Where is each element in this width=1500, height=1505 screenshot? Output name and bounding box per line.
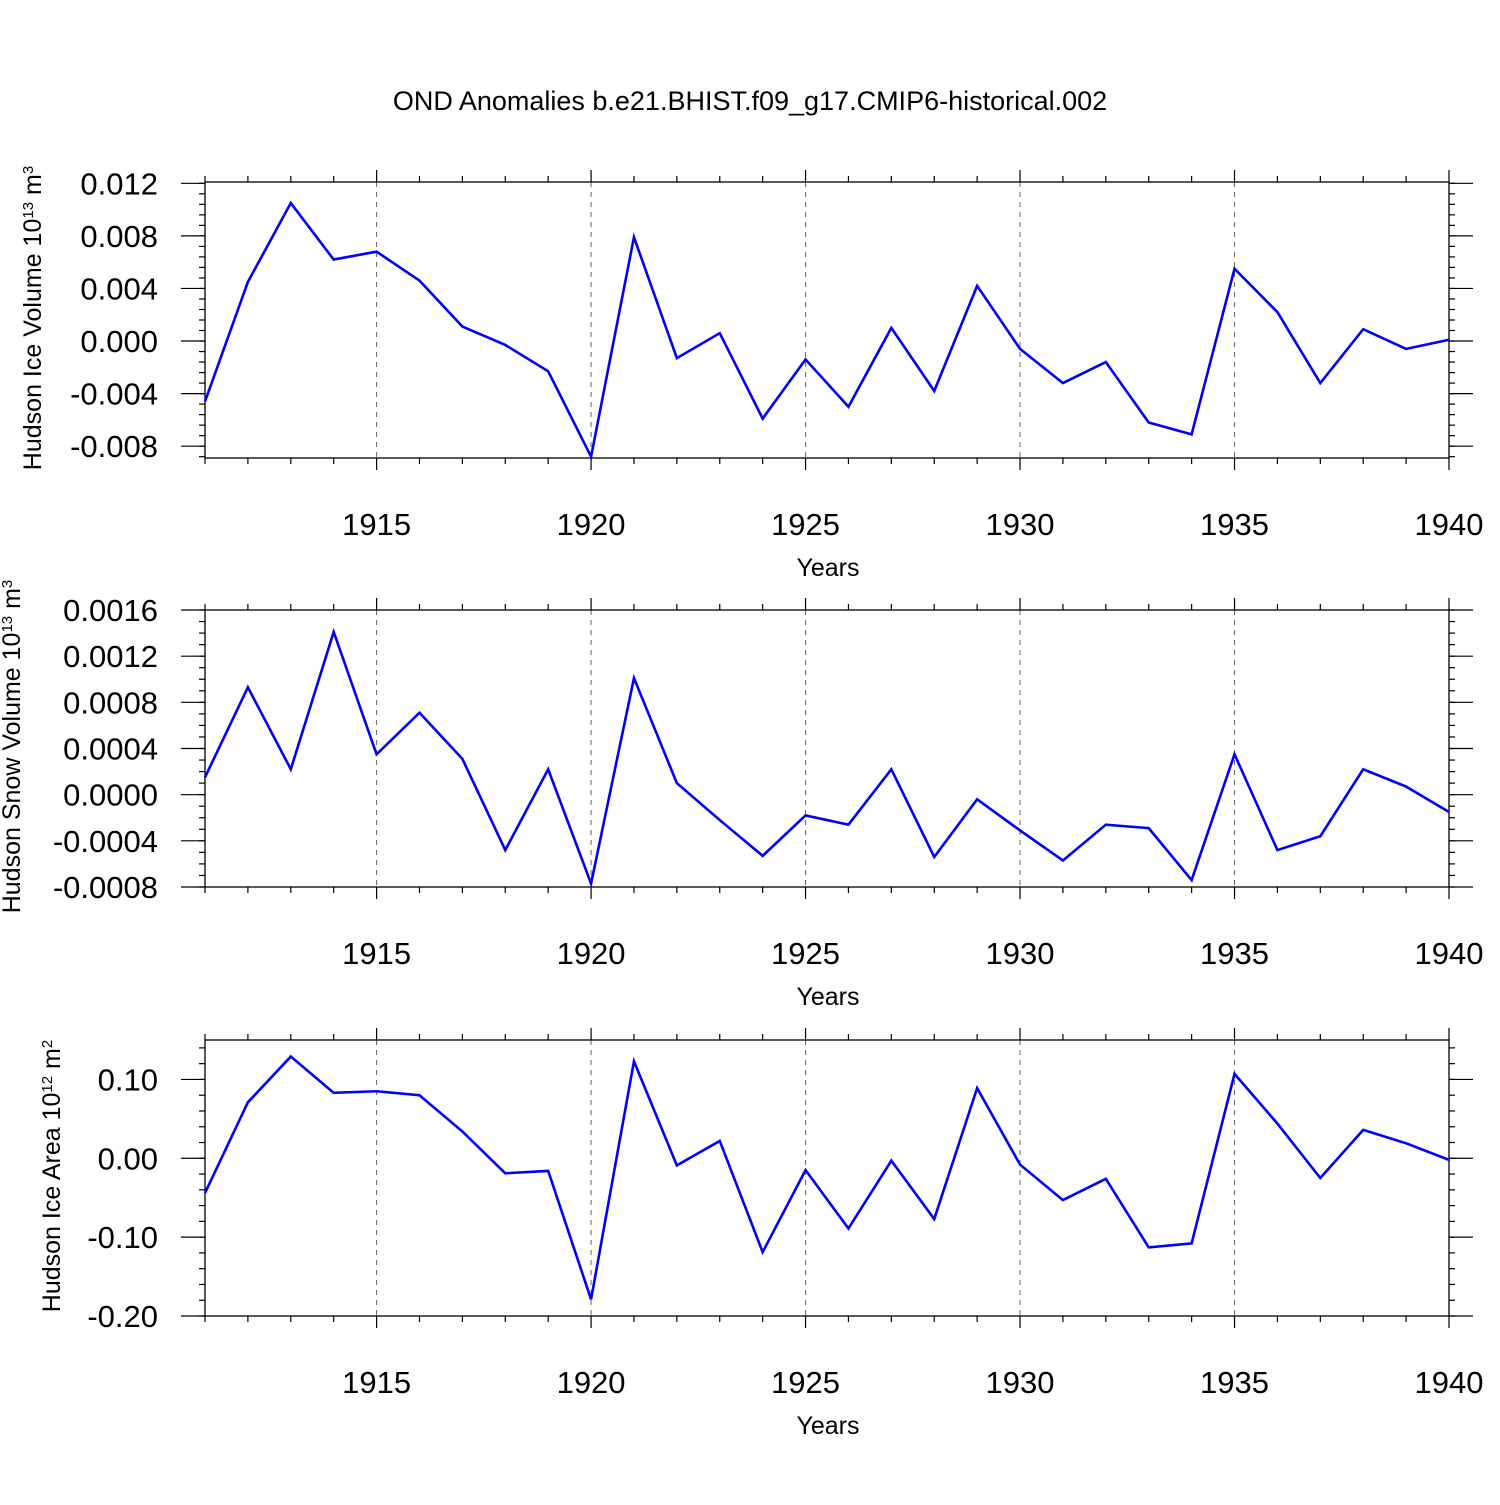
y-tick-label: 0.0012 (63, 639, 158, 674)
y-axis-title-main: Hudson Ice Area 10 (38, 1093, 66, 1313)
y-axis-title-unit: m (38, 1048, 66, 1076)
y-tick-label: 0.00 (98, 1141, 158, 1176)
plot-frame (205, 610, 1449, 887)
y-axis-title: Hudson Snow Volume 1013 m3 (0, 580, 26, 914)
y-axis-title-main: Hudson Snow Volume 10 (0, 633, 26, 914)
x-tick-label: 1915 (342, 936, 411, 971)
x-tick-label: 1920 (557, 936, 626, 971)
x-axis-title: Years (796, 554, 859, 582)
y-axis-title: Hudson Ice Area 1012 m2 (38, 1040, 66, 1312)
y-tick-label: 0.0008 (63, 685, 158, 720)
series-line (205, 203, 1449, 457)
y-tick-label: -0.008 (70, 429, 158, 464)
x-tick-label: 1940 (1415, 936, 1484, 971)
x-tick-label: 1925 (771, 936, 840, 971)
x-tick-label: 1920 (557, 507, 626, 542)
y-axis-title-sup: 12 (39, 1076, 56, 1093)
x-tick-label: 1935 (1200, 936, 1269, 971)
series-line (205, 1057, 1449, 1300)
x-tick-label: 1940 (1415, 507, 1484, 542)
plot-frame (205, 1040, 1449, 1316)
series-line (205, 632, 1449, 884)
x-tick-label: 1930 (986, 936, 1055, 971)
y-tick-label: 0.0016 (63, 593, 158, 628)
y-tick-label: 0.0004 (63, 732, 158, 767)
y-tick-label: 0.008 (80, 219, 158, 254)
x-tick-label: 1930 (986, 1365, 1055, 1400)
panel-3: -0.20 -0.10 0.00 0.10 1915 1920 1925 1930 1935 19… (38, 1028, 1483, 1440)
y-axis-title-unit-sup: 3 (20, 166, 37, 174)
y-axis-title-unit: m (0, 588, 26, 616)
y-axis-title-unit-sup: 3 (0, 580, 16, 588)
y-tick-label: -0.0008 (53, 870, 158, 905)
y-tick-label: -0.20 (87, 1299, 158, 1334)
x-tick-label: 1915 (342, 507, 411, 542)
x-tick-label: 1935 (1200, 1365, 1269, 1400)
y-axis-title: Hudson Ice Volume 1013 m3 (19, 166, 47, 470)
y-tick-label: 0.10 (98, 1062, 158, 1097)
x-axis-title: Years (796, 983, 859, 1011)
panel-2: -0.0008 -0.0004 0.0000 0.0004 0.0008 0.0012 0.… (0, 580, 1483, 1011)
x-tick-label: 1925 (771, 507, 840, 542)
y-axis-title-unit-sup: 2 (39, 1040, 56, 1048)
plot-frame (205, 182, 1449, 458)
x-tick-label: 1920 (557, 1365, 626, 1400)
x-tick-label: 1915 (342, 1365, 411, 1400)
y-axis-title-sup: 13 (0, 616, 16, 633)
y-tick-label: 0.0000 (63, 778, 158, 813)
x-tick-label: 1930 (986, 507, 1055, 542)
x-tick-label: 1940 (1415, 1365, 1484, 1400)
y-axis-title-sup: 13 (20, 202, 37, 219)
y-tick-label: -0.004 (70, 377, 158, 412)
y-axis-title-main: Hudson Ice Volume 10 (19, 219, 47, 471)
chart-title: OND Anomalies b.e21.BHIST.f09_g17.CMIP6-… (393, 86, 1107, 116)
x-axis-title: Years (796, 1412, 859, 1440)
y-tick-label: 0.004 (80, 271, 158, 306)
x-tick-label: 1935 (1200, 507, 1269, 542)
y-tick-label: 0.000 (80, 324, 158, 359)
panel-1: -0.008 -0.004 0.000 0.004 0.008 0.012 1915 1920… (19, 166, 1483, 582)
x-tick-label: 1925 (771, 1365, 840, 1400)
y-axis-title-unit: m (19, 174, 47, 202)
y-tick-label: 0.012 (80, 166, 158, 201)
y-tick-label: -0.0004 (53, 824, 158, 859)
y-tick-label: -0.10 (87, 1220, 158, 1255)
